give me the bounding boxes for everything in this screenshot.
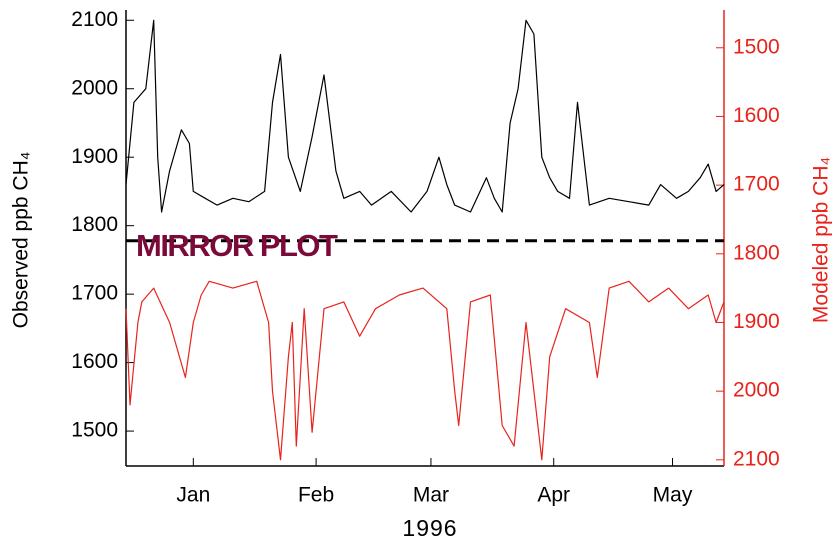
y2-tick-label: 2100 <box>733 447 780 470</box>
x-tick-label: Feb <box>298 484 334 507</box>
y-tick-label: 2100 <box>71 8 118 31</box>
y2-tick-label: 1700 <box>733 173 780 196</box>
y-tick-label: 1700 <box>71 282 118 305</box>
annotation: MIRROR PLOT <box>136 228 338 263</box>
y-tick-label: 1500 <box>71 419 118 442</box>
y-tick-label: 1600 <box>71 350 118 373</box>
y2-axis-title: Modeled ppb CH₄ <box>810 157 833 323</box>
y-axis-title: Observed ppb CH₄ <box>10 152 33 329</box>
y2-tick-label: 1500 <box>733 35 780 58</box>
y2-tick-label: 1600 <box>733 104 780 127</box>
x-axis-title: 1996 <box>402 515 457 541</box>
y-tick-label: 1900 <box>71 145 118 168</box>
y2-tick-label: 1900 <box>733 310 780 333</box>
x-tick-label: Mar <box>413 484 449 507</box>
y2-tick-label: 2000 <box>733 379 780 402</box>
x-tick-label: Jan <box>176 484 210 507</box>
x-tick-label: May <box>653 484 693 507</box>
y-tick-label: 2000 <box>71 76 118 99</box>
series-line <box>125 280 725 461</box>
y-tick-label: 1800 <box>71 213 118 236</box>
y2-tick-label: 1800 <box>733 241 780 264</box>
series-line <box>125 19 725 213</box>
x-tick-label: Apr <box>537 484 570 507</box>
